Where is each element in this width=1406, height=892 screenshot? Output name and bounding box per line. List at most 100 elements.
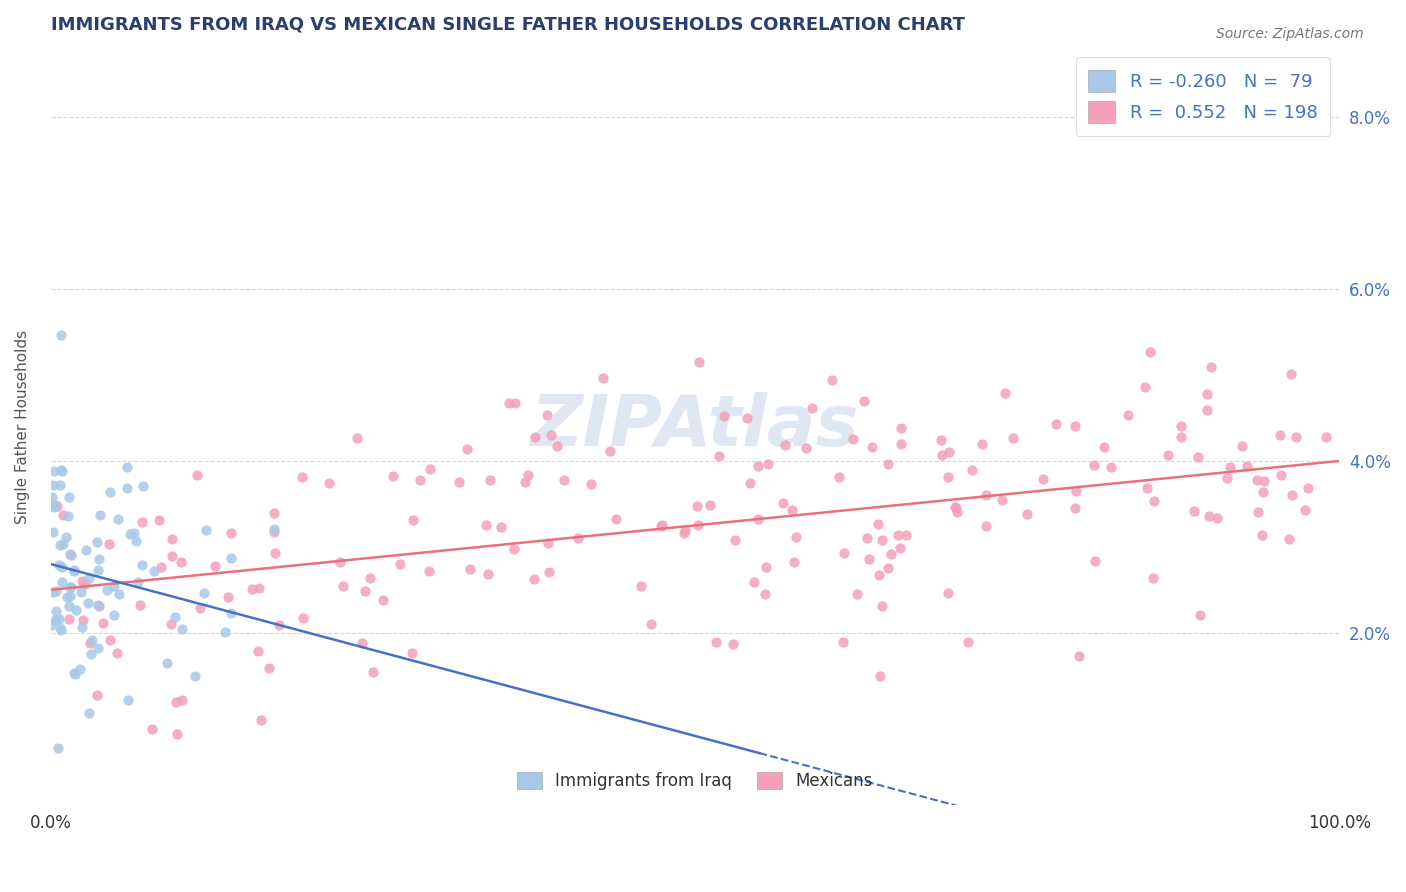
Point [132, 479, 155, 493]
Point [107, 511, 129, 525]
Point [56, 508, 79, 523]
Point [159, 616, 181, 631]
Point [1315, 430, 1337, 444]
Point [936, 470, 959, 484]
Point [184, 669, 207, 683]
Point [193, 586, 215, 600]
Point [87, 641, 110, 656]
Point [131, 558, 153, 572]
Point [1001, 431, 1024, 445]
Point [42, 478, 65, 492]
Point [131, 515, 153, 529]
Point [673, 526, 696, 541]
Point [141, 722, 163, 736]
Point [1032, 472, 1054, 486]
Point [699, 498, 721, 512]
Point [523, 430, 546, 444]
Point [79, 636, 101, 650]
Point [264, 546, 287, 560]
Point [1246, 473, 1268, 487]
Point [458, 562, 481, 576]
Point [59, 549, 82, 563]
Point [45, 604, 67, 618]
Point [70, 620, 93, 634]
Point [91, 615, 114, 630]
Point [713, 409, 735, 423]
Point [688, 355, 710, 369]
Point [747, 512, 769, 526]
Point [242, 582, 264, 596]
Point [419, 462, 441, 476]
Point [1136, 481, 1159, 495]
Point [156, 657, 179, 671]
Point [1017, 507, 1039, 521]
Point [87, 552, 110, 566]
Point [1268, 428, 1291, 442]
Point [540, 428, 562, 442]
Point [537, 536, 560, 550]
Point [80, 647, 103, 661]
Point [257, 661, 280, 675]
Point [190, 600, 212, 615]
Point [976, 519, 998, 533]
Point [49, 538, 72, 552]
Point [51, 464, 73, 478]
Text: ZIPAtlas: ZIPAtlas [531, 392, 859, 461]
Point [858, 551, 880, 566]
Point [686, 499, 709, 513]
Point [1187, 450, 1209, 465]
Point [359, 571, 381, 585]
Point [73, 577, 96, 591]
Point [59, 548, 82, 562]
Point [605, 512, 627, 526]
Point [1195, 387, 1218, 401]
Point [785, 530, 807, 544]
Point [56, 591, 79, 605]
Point [58, 590, 80, 604]
Point [868, 568, 890, 582]
Point [931, 448, 953, 462]
Point [489, 520, 512, 534]
Point [247, 581, 270, 595]
Point [107, 646, 129, 660]
Point [60, 580, 83, 594]
Point [263, 521, 285, 535]
Point [1270, 468, 1292, 483]
Point [48, 478, 70, 492]
Point [1142, 571, 1164, 585]
Point [165, 695, 187, 709]
Point [44, 613, 66, 627]
Point [974, 488, 997, 502]
Point [869, 669, 891, 683]
Point [890, 437, 912, 451]
Point [89, 508, 111, 522]
Point [77, 596, 100, 610]
Point [124, 526, 146, 541]
Point [834, 546, 856, 560]
Point [166, 727, 188, 741]
Point [87, 599, 110, 613]
Point [149, 560, 172, 574]
Point [943, 500, 966, 514]
Point [332, 579, 354, 593]
Point [55, 530, 77, 544]
Point [1236, 459, 1258, 474]
Point [1216, 471, 1239, 485]
Point [1279, 367, 1302, 381]
Point [48, 558, 70, 572]
Point [592, 371, 614, 385]
Point [846, 586, 869, 600]
Point [1199, 359, 1222, 374]
Point [870, 533, 893, 548]
Point [1294, 503, 1316, 517]
Point [640, 616, 662, 631]
Point [62, 562, 84, 576]
Point [41, 491, 63, 505]
Point [39, 617, 62, 632]
Point [1296, 481, 1319, 495]
Point [127, 574, 149, 589]
Point [204, 558, 226, 573]
Point [1198, 509, 1220, 524]
Point [42, 524, 65, 539]
Point [738, 476, 761, 491]
